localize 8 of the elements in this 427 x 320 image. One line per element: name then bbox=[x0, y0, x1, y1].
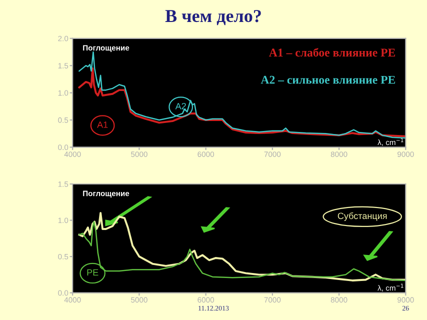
annotation: A1 – слабое влияние PE bbox=[269, 48, 396, 57]
text: A1 bbox=[97, 122, 108, 128]
series-label: PE bbox=[87, 269, 98, 276]
chart-title: В чем дело? bbox=[165, 10, 261, 26]
line-series bbox=[78, 67, 406, 138]
annotation: A2 – сильное влияние PE bbox=[260, 76, 396, 84]
series-label: A2 bbox=[175, 102, 186, 110]
text: Субстанция bbox=[338, 212, 387, 221]
